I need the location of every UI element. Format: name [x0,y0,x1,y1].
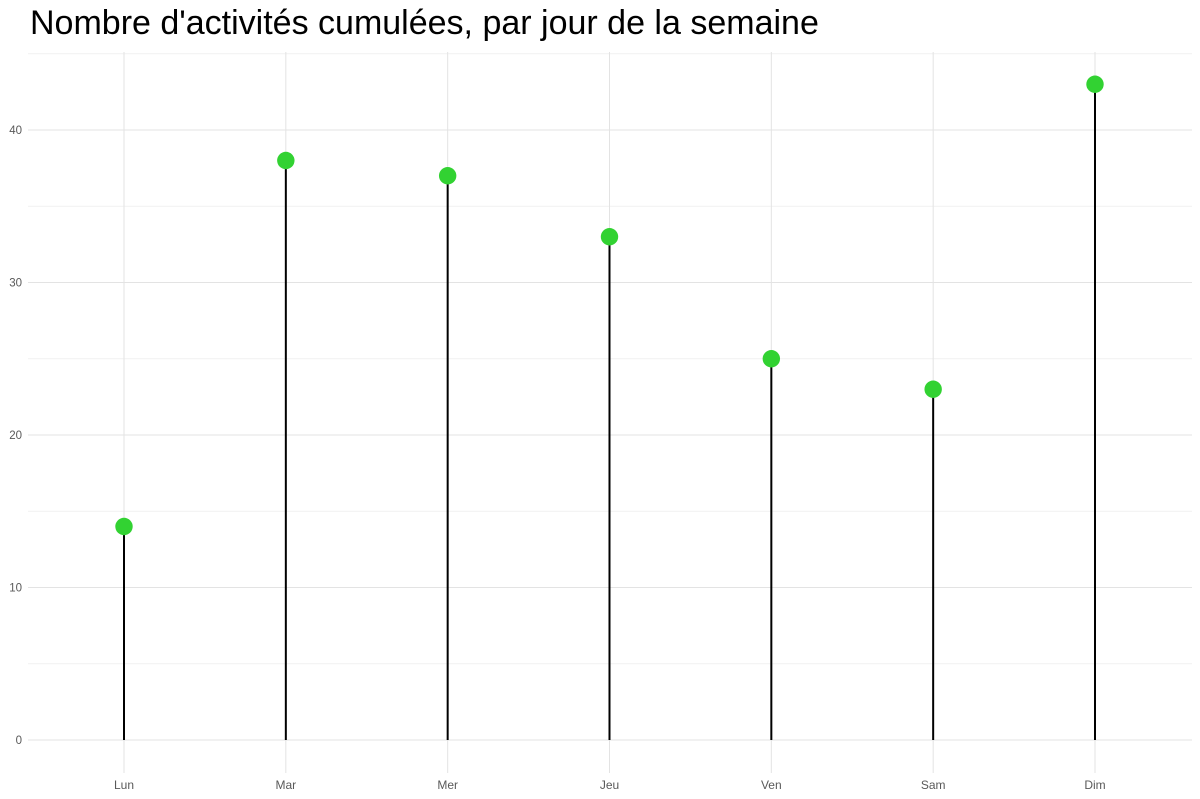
y-axis-tick-label: 10 [9,583,22,595]
lollipop-dot [924,380,942,398]
x-axis-tick-label: Lun [114,778,134,792]
y-axis-tick-label: 40 [9,125,22,137]
chart-title: Nombre d'activités cumulées, par jour de… [30,4,819,42]
lollipop-dot [438,167,457,185]
y-axis-tick-label: 30 [9,278,22,290]
lollipop-dot [1086,75,1104,93]
lollipop-dot [600,228,619,246]
lollipop-dot [762,350,781,368]
x-axis-tick-label: Sam [921,778,946,792]
y-axis-tick-label: 0 [16,735,22,747]
lollipop-dot [115,517,133,536]
x-axis-tick-label: Dim [1084,778,1105,792]
x-axis-tick-label: Jeu [600,778,619,792]
x-axis-tick-label: Ven [761,778,782,792]
lollipop-dot [277,151,295,170]
y-axis-tick-label: 20 [9,430,22,442]
x-axis-tick-label: Mar [275,778,296,792]
x-axis-tick-label: Mer [437,778,458,792]
